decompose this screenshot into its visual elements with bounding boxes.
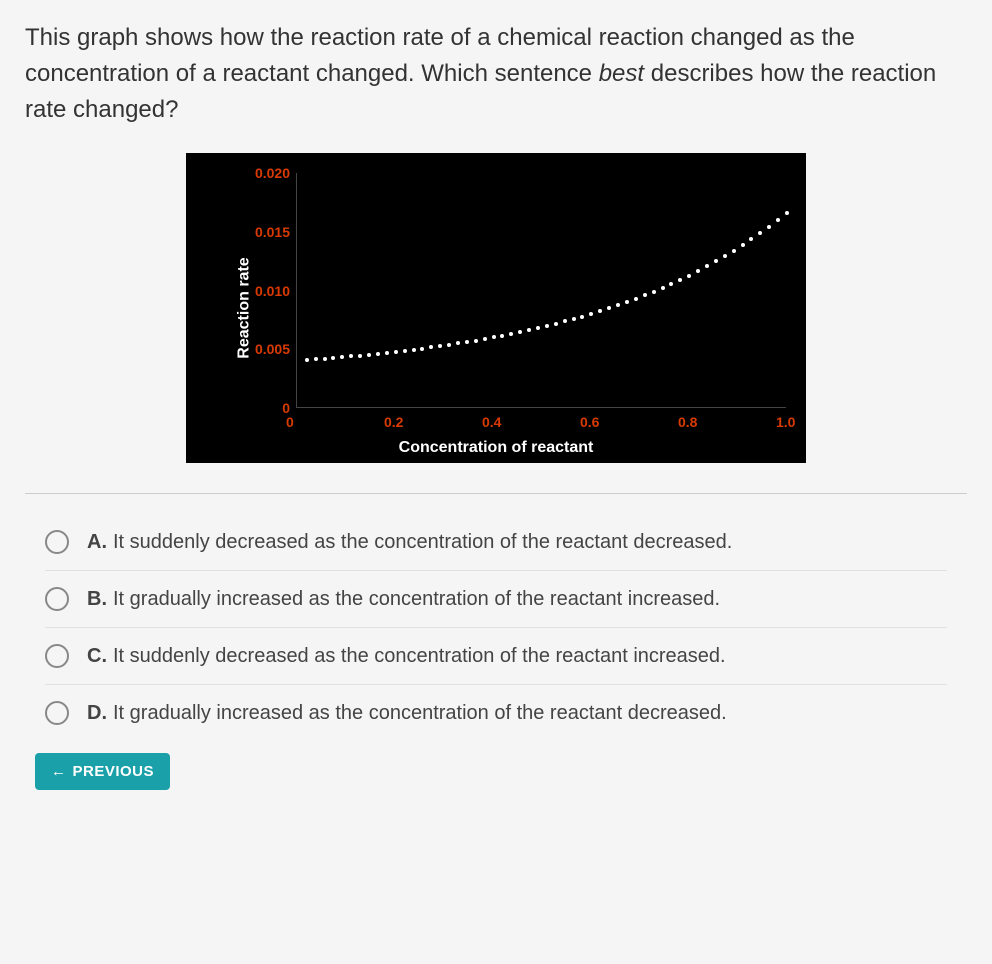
data-point — [509, 332, 513, 336]
data-point — [545, 324, 549, 328]
divider — [25, 493, 967, 494]
x-tick-label: 0.4 — [482, 414, 501, 430]
answer-options: A. It suddenly decreased as the concentra… — [25, 514, 967, 741]
data-point — [349, 354, 353, 358]
data-point — [758, 231, 762, 235]
x-tick-label: 0.8 — [678, 414, 697, 430]
radio-icon[interactable] — [45, 587, 69, 611]
option-body: A. It suddenly decreased as the concentra… — [87, 528, 732, 556]
data-point — [518, 330, 522, 334]
data-point — [403, 349, 407, 353]
data-point — [634, 297, 638, 301]
option-text: It gradually increased as the concentrat… — [113, 702, 727, 724]
question-italic: best — [599, 60, 644, 87]
y-tick-label: 0.015 — [255, 224, 290, 240]
data-point — [723, 254, 727, 258]
x-tick-label: 0 — [286, 414, 294, 430]
radio-icon[interactable] — [45, 644, 69, 668]
data-point — [394, 350, 398, 354]
option-body: C. It suddenly decreased as the concentra… — [87, 642, 726, 670]
data-point — [741, 243, 745, 247]
data-point — [492, 335, 496, 339]
x-tick-label: 0.6 — [580, 414, 599, 430]
data-point — [732, 249, 736, 253]
option-text: It suddenly decreased as the concentrati… — [113, 531, 732, 553]
data-point — [652, 290, 656, 294]
data-point — [625, 300, 629, 304]
radio-icon[interactable] — [45, 530, 69, 554]
answer-option[interactable]: D. It gradually increased as the concentr… — [45, 685, 947, 741]
data-point — [687, 274, 691, 278]
data-point — [696, 269, 700, 273]
question-text: This graph shows how the reaction rate o… — [25, 20, 967, 128]
data-point — [678, 278, 682, 282]
data-point — [563, 319, 567, 323]
data-point — [580, 315, 584, 319]
option-letter: A. — [87, 531, 107, 553]
option-letter: C. — [87, 645, 107, 667]
data-point — [536, 326, 540, 330]
data-point — [340, 355, 344, 359]
data-point — [705, 264, 709, 268]
data-point — [438, 344, 442, 348]
y-axis-label: Reaction rate — [236, 257, 254, 358]
data-point — [376, 352, 380, 356]
data-point — [323, 357, 327, 361]
data-point — [616, 303, 620, 307]
data-point — [331, 356, 335, 360]
data-point — [749, 237, 753, 241]
data-point — [474, 339, 478, 343]
y-tick-label: 0.005 — [255, 341, 290, 357]
answer-option[interactable]: B. It gradually increased as the concentr… — [45, 571, 947, 628]
option-letter: B. — [87, 588, 107, 610]
y-tick-label: 0.020 — [255, 165, 290, 181]
data-point — [483, 337, 487, 341]
arrow-left-icon: ← — [51, 763, 67, 780]
data-point — [714, 259, 718, 263]
option-letter: D. — [87, 702, 107, 724]
chart-container: Reaction rate Concentration of reactant … — [25, 153, 967, 463]
data-point — [598, 309, 602, 313]
previous-button[interactable]: ← PREVIOUS — [35, 753, 170, 790]
data-point — [465, 340, 469, 344]
data-point — [385, 351, 389, 355]
plot-area — [296, 173, 786, 408]
data-point — [661, 286, 665, 290]
data-point — [305, 358, 309, 362]
option-body: D. It gradually increased as the concentr… — [87, 699, 727, 727]
data-point — [367, 353, 371, 357]
data-point — [500, 334, 504, 338]
data-point — [767, 225, 771, 229]
data-point — [447, 343, 451, 347]
data-point — [429, 345, 433, 349]
data-point — [589, 312, 593, 316]
radio-icon[interactable] — [45, 701, 69, 725]
y-tick-label: 0.010 — [255, 283, 290, 299]
x-axis-label: Concentration of reactant — [399, 439, 594, 457]
x-tick-label: 1.0 — [776, 414, 795, 430]
previous-label: PREVIOUS — [73, 763, 155, 780]
answer-option[interactable]: C. It suddenly decreased as the concentra… — [45, 628, 947, 685]
data-point — [412, 348, 416, 352]
data-point — [785, 211, 789, 215]
data-point — [456, 341, 460, 345]
reaction-rate-chart: Reaction rate Concentration of reactant … — [186, 153, 806, 463]
data-point — [607, 306, 611, 310]
option-text: It gradually increased as the concentrat… — [113, 588, 720, 610]
data-point — [669, 282, 673, 286]
data-point — [527, 328, 531, 332]
data-point — [572, 317, 576, 321]
x-tick-label: 0.2 — [384, 414, 403, 430]
data-point — [420, 347, 424, 351]
data-point — [358, 354, 362, 358]
data-point — [643, 293, 647, 297]
option-text: It suddenly decreased as the concentrati… — [113, 645, 726, 667]
option-body: B. It gradually increased as the concentr… — [87, 585, 720, 613]
data-point — [776, 218, 780, 222]
data-point — [314, 357, 318, 361]
data-point — [554, 322, 558, 326]
answer-option[interactable]: A. It suddenly decreased as the concentra… — [45, 514, 947, 571]
